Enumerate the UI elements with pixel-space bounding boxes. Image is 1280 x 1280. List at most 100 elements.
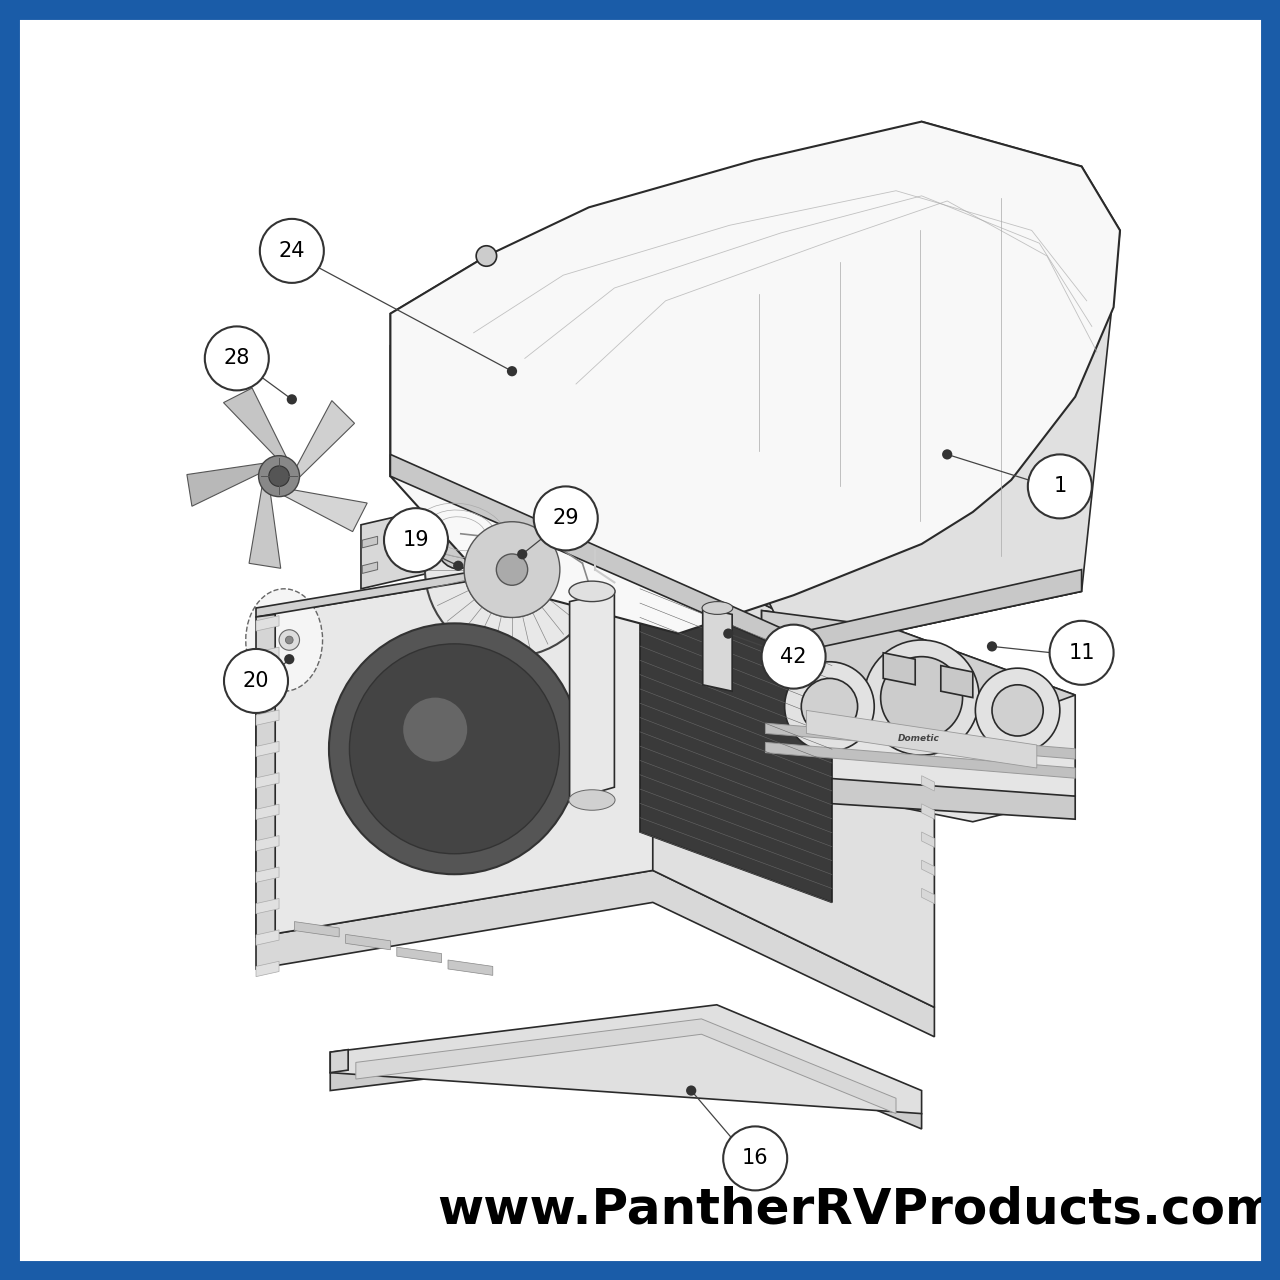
Polygon shape <box>941 666 973 698</box>
Circle shape <box>224 649 288 713</box>
Polygon shape <box>922 860 934 876</box>
Text: www.PantherRVProducts.com: www.PantherRVProducts.com <box>438 1185 1277 1234</box>
Polygon shape <box>283 490 367 531</box>
Polygon shape <box>883 653 915 685</box>
Ellipse shape <box>570 581 614 602</box>
Text: Dometic: Dometic <box>899 733 940 744</box>
Text: 19: 19 <box>403 530 429 550</box>
Circle shape <box>507 366 517 376</box>
Polygon shape <box>762 611 1075 723</box>
Polygon shape <box>922 719 934 735</box>
Ellipse shape <box>425 483 599 657</box>
Circle shape <box>384 508 448 572</box>
Polygon shape <box>256 741 279 756</box>
Polygon shape <box>256 929 279 945</box>
Polygon shape <box>922 832 934 847</box>
Circle shape <box>762 625 826 689</box>
Polygon shape <box>256 804 279 819</box>
Ellipse shape <box>703 602 733 614</box>
Polygon shape <box>640 589 832 902</box>
Circle shape <box>975 668 1060 753</box>
Polygon shape <box>224 388 287 458</box>
Polygon shape <box>256 961 279 977</box>
Circle shape <box>453 561 463 571</box>
Circle shape <box>260 219 324 283</box>
Polygon shape <box>256 836 279 851</box>
Polygon shape <box>703 608 732 691</box>
Polygon shape <box>256 870 934 1037</box>
Circle shape <box>259 456 300 497</box>
Polygon shape <box>390 294 678 476</box>
Circle shape <box>1028 454 1092 518</box>
Polygon shape <box>765 723 1075 759</box>
Circle shape <box>987 641 997 652</box>
Text: 11: 11 <box>1069 643 1094 663</box>
Polygon shape <box>922 748 934 763</box>
Polygon shape <box>653 550 934 1007</box>
Polygon shape <box>922 691 934 707</box>
Polygon shape <box>390 256 678 476</box>
Circle shape <box>349 644 559 854</box>
Circle shape <box>723 628 733 639</box>
Polygon shape <box>346 934 390 950</box>
Circle shape <box>881 657 963 739</box>
Circle shape <box>723 1126 787 1190</box>
Circle shape <box>864 640 979 755</box>
Circle shape <box>205 326 269 390</box>
Circle shape <box>785 662 874 751</box>
Circle shape <box>329 623 580 874</box>
Polygon shape <box>256 678 279 694</box>
Polygon shape <box>361 502 461 589</box>
Polygon shape <box>256 710 279 726</box>
Polygon shape <box>330 1005 922 1114</box>
Polygon shape <box>390 416 1082 653</box>
Polygon shape <box>356 1019 896 1114</box>
Polygon shape <box>256 616 279 631</box>
Polygon shape <box>774 774 1075 819</box>
Circle shape <box>1050 621 1114 685</box>
Polygon shape <box>922 888 934 904</box>
Circle shape <box>285 636 293 644</box>
Polygon shape <box>256 648 279 663</box>
Text: 16: 16 <box>742 1148 768 1169</box>
Polygon shape <box>762 611 1075 822</box>
Circle shape <box>992 685 1043 736</box>
Polygon shape <box>256 550 653 937</box>
Polygon shape <box>256 867 279 882</box>
Polygon shape <box>806 710 1037 768</box>
Polygon shape <box>570 591 614 800</box>
Polygon shape <box>256 614 275 937</box>
Polygon shape <box>256 899 279 914</box>
Polygon shape <box>362 562 378 573</box>
Ellipse shape <box>465 522 559 617</box>
Ellipse shape <box>246 589 323 691</box>
Polygon shape <box>250 485 280 568</box>
Circle shape <box>476 246 497 266</box>
Circle shape <box>269 466 289 486</box>
Polygon shape <box>296 401 355 479</box>
Text: 42: 42 <box>781 646 806 667</box>
Polygon shape <box>256 541 934 687</box>
Circle shape <box>497 554 527 585</box>
Text: 28: 28 <box>224 348 250 369</box>
Polygon shape <box>390 454 1082 653</box>
Polygon shape <box>397 947 442 963</box>
Polygon shape <box>922 776 934 791</box>
Text: 1: 1 <box>1053 476 1066 497</box>
Text: 24: 24 <box>279 241 305 261</box>
Circle shape <box>517 549 527 559</box>
Polygon shape <box>362 536 378 548</box>
Circle shape <box>942 449 952 460</box>
Polygon shape <box>330 1027 922 1129</box>
Polygon shape <box>765 742 1075 778</box>
Circle shape <box>534 486 598 550</box>
Ellipse shape <box>435 499 486 568</box>
Polygon shape <box>678 122 1120 653</box>
Polygon shape <box>390 122 1120 634</box>
Polygon shape <box>256 773 279 788</box>
Ellipse shape <box>570 790 614 810</box>
Circle shape <box>403 698 467 762</box>
Polygon shape <box>187 463 265 507</box>
Polygon shape <box>448 960 493 975</box>
Polygon shape <box>922 804 934 819</box>
